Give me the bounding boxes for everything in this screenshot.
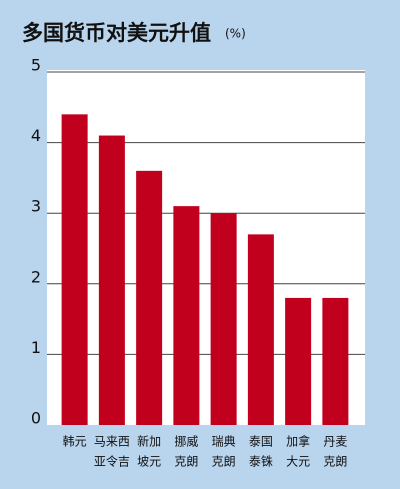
x-tick-label: 加拿: [286, 434, 310, 449]
bar: [322, 297, 349, 425]
bar: [136, 170, 163, 425]
y-tick-label: 4: [31, 126, 41, 145]
y-tick-label: 2: [31, 267, 41, 286]
x-tick-label: 亚令吉: [94, 454, 130, 469]
x-tick-label: 克朗: [323, 455, 347, 469]
bar: [61, 114, 88, 426]
y-tick-label: 5: [31, 56, 41, 75]
x-tick-label: 瑞典: [212, 435, 236, 449]
y-tick-label: 0: [31, 409, 41, 428]
plot-area: [47, 70, 365, 425]
x-tick-label: 马来西: [94, 435, 130, 449]
x-tick-label: 大元: [286, 455, 310, 469]
bar: [210, 213, 237, 425]
y-tick-label: 1: [31, 338, 41, 357]
x-tick-label: 泰国: [249, 435, 273, 449]
x-tick-label: 韩元: [63, 434, 87, 449]
x-tick-label: 克朗: [212, 455, 236, 469]
x-tick-label: 新加: [137, 434, 161, 449]
y-tick-label: 3: [31, 197, 41, 216]
bar: [247, 234, 274, 425]
bar: [285, 297, 312, 425]
x-tick-label: 克朗: [174, 455, 198, 469]
unit-label: (%): [225, 27, 246, 41]
bar: [98, 135, 125, 426]
chart-title: 多国货币对美元升值: [22, 21, 211, 45]
x-tick-label: 泰铢: [249, 454, 273, 469]
x-tick-label: 坡元: [137, 455, 161, 469]
x-tick-label: 丹麦: [323, 435, 347, 449]
bar: [173, 206, 200, 425]
x-tick-label: 挪威: [174, 435, 198, 449]
